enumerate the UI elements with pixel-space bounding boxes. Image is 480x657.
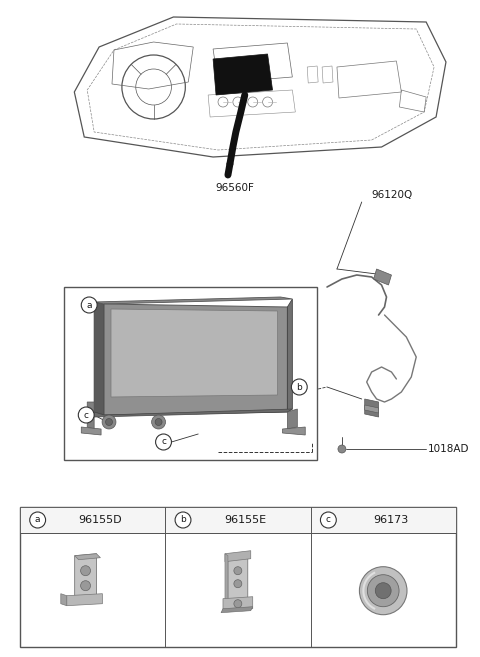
Polygon shape xyxy=(75,554,96,598)
Text: c: c xyxy=(161,438,166,447)
Circle shape xyxy=(81,581,91,591)
Circle shape xyxy=(78,407,94,423)
Text: c: c xyxy=(326,516,331,524)
Text: 96155E: 96155E xyxy=(224,515,266,525)
Text: a: a xyxy=(86,300,92,309)
Circle shape xyxy=(291,379,307,395)
Polygon shape xyxy=(221,606,252,613)
Circle shape xyxy=(360,567,407,615)
Polygon shape xyxy=(225,554,228,600)
Text: c: c xyxy=(84,411,89,420)
Circle shape xyxy=(338,445,346,453)
Text: 96173: 96173 xyxy=(373,515,408,525)
Polygon shape xyxy=(75,554,100,560)
Circle shape xyxy=(321,512,336,528)
Polygon shape xyxy=(282,427,305,435)
Circle shape xyxy=(156,434,171,450)
Polygon shape xyxy=(94,409,292,417)
Polygon shape xyxy=(288,409,297,429)
Circle shape xyxy=(375,583,391,599)
Polygon shape xyxy=(365,399,379,417)
Polygon shape xyxy=(213,54,273,95)
Text: 96560F: 96560F xyxy=(216,183,254,193)
Circle shape xyxy=(81,566,91,576)
Text: 1018AD: 1018AD xyxy=(428,444,469,454)
Polygon shape xyxy=(223,597,252,611)
Bar xyxy=(20,507,456,533)
Text: a: a xyxy=(35,516,40,524)
Polygon shape xyxy=(104,304,288,415)
Circle shape xyxy=(234,567,242,575)
Polygon shape xyxy=(61,594,67,606)
Bar xyxy=(64,287,317,460)
Circle shape xyxy=(155,419,162,426)
Polygon shape xyxy=(111,309,277,397)
Polygon shape xyxy=(288,299,292,412)
Circle shape xyxy=(367,575,399,606)
Text: 96120Q: 96120Q xyxy=(372,190,413,200)
Polygon shape xyxy=(365,405,379,413)
Polygon shape xyxy=(373,269,392,285)
Circle shape xyxy=(234,579,242,588)
Circle shape xyxy=(152,415,166,429)
Polygon shape xyxy=(81,427,101,435)
Text: b: b xyxy=(297,382,302,392)
Polygon shape xyxy=(228,554,248,600)
Circle shape xyxy=(234,600,242,608)
Circle shape xyxy=(81,297,97,313)
Polygon shape xyxy=(67,594,102,606)
Polygon shape xyxy=(87,402,94,429)
Text: 96155D: 96155D xyxy=(78,515,121,525)
Polygon shape xyxy=(225,551,251,562)
Circle shape xyxy=(102,415,116,429)
Circle shape xyxy=(175,512,191,528)
Text: b: b xyxy=(180,516,186,524)
Polygon shape xyxy=(94,302,104,415)
Circle shape xyxy=(106,419,112,426)
Bar xyxy=(20,507,456,647)
Circle shape xyxy=(30,512,46,528)
Polygon shape xyxy=(94,297,292,304)
